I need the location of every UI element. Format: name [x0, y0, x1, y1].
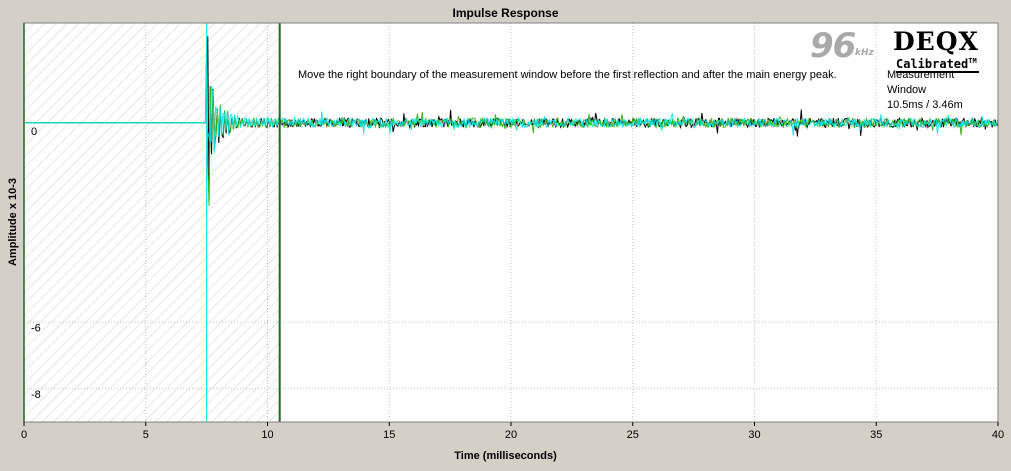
sample-rate-unit: kHz — [855, 48, 874, 58]
calibrated-text: Calibrated — [896, 57, 969, 71]
measurement-window-info: Measurement Window 10.5ms / 3.46m — [887, 68, 995, 113]
x-tick-label: 20 — [505, 429, 517, 441]
series-line-3 — [24, 39, 999, 154]
trademark: TM — [968, 57, 977, 65]
sample-rate-logo: 96 — [810, 26, 856, 66]
x-tick-label: 15 — [383, 429, 395, 441]
instruction-text: Move the right boundary of the measureme… — [298, 69, 837, 81]
deqx-logo: DEQX — [893, 27, 979, 56]
x-tick-label: 30 — [748, 429, 760, 441]
x-tick-label: 35 — [870, 429, 882, 441]
x-tick-label: 10 — [261, 429, 273, 441]
y-tick-label: 0 — [31, 126, 37, 138]
excluded-region — [24, 23, 280, 422]
x-tick-label: 5 — [143, 429, 149, 441]
window-label-2: Window — [887, 84, 927, 96]
window-label-1: Measurement — [887, 69, 955, 81]
plot-area: 0 5 10 15 20 25 30 35 40 0 -6 -8 — [21, 22, 1004, 441]
y-tick-label: -6 — [31, 322, 41, 334]
x-tick-label: 40 — [992, 429, 1004, 441]
chart-title: Impulse Response — [452, 6, 559, 20]
x-tick-label: 25 — [627, 429, 639, 441]
y-tick-label: -8 — [31, 389, 41, 401]
calibrated-logo: CalibratedTM — [896, 54, 979, 73]
window-value: 10.5ms / 3.46m — [887, 99, 963, 111]
x-axis-label: Time (milliseconds) — [454, 450, 557, 462]
x-tick-label: 0 — [21, 429, 27, 441]
